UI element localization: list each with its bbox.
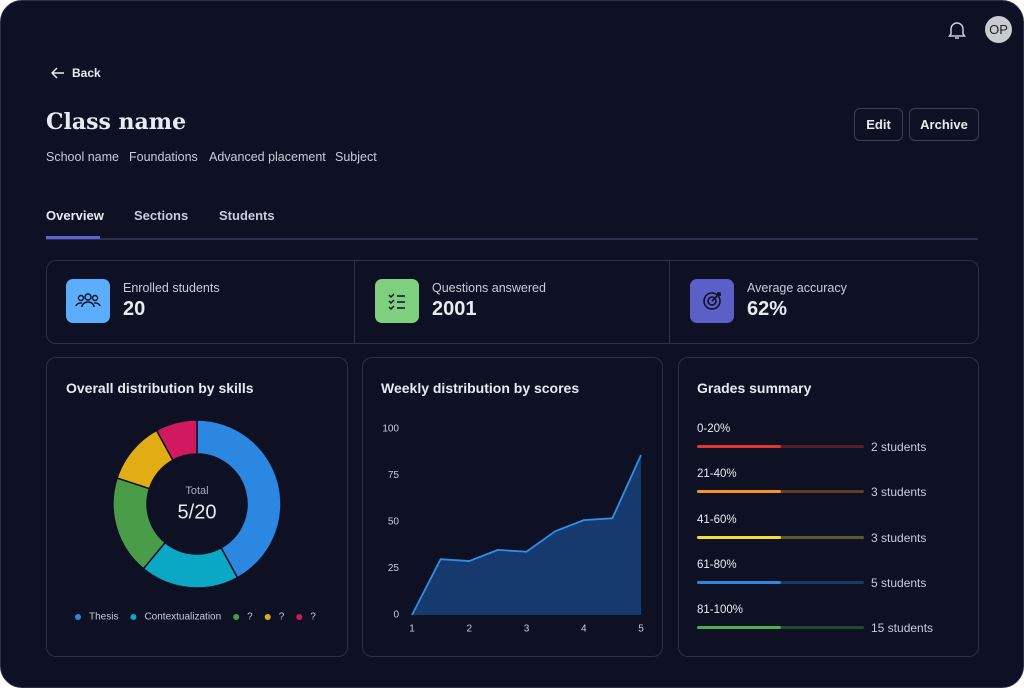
- skills-card: [46, 357, 348, 657]
- y-tick-label: 100: [382, 424, 399, 435]
- y-tick-label: 50: [388, 517, 400, 528]
- grade-bar: [697, 535, 781, 539]
- edit-button[interactable]: Edit: [854, 108, 903, 141]
- legend-dot: [130, 614, 137, 620]
- stat-value: 62%: [747, 298, 788, 320]
- legend-dot: [233, 614, 240, 620]
- card-title: Grades summary: [697, 380, 812, 396]
- stat-value: 20: [123, 298, 146, 320]
- grade-bar: [697, 490, 781, 494]
- x-tick-label: 1: [409, 624, 415, 635]
- bell-icon[interactable]: [946, 19, 968, 41]
- grade-range: 61-80%: [697, 558, 737, 571]
- tag: Foundations: [129, 150, 198, 164]
- back-link[interactable]: Back: [72, 66, 101, 80]
- card-title: Overall distribution by skills: [66, 380, 254, 396]
- grade-bar: [697, 626, 781, 630]
- divider: [354, 260, 355, 344]
- stats-card: [46, 260, 979, 344]
- legend-label: ?: [310, 612, 316, 623]
- tag: Advanced placement: [209, 150, 326, 164]
- grade-range: 81-100%: [697, 604, 744, 617]
- accuracy-icon: [690, 279, 734, 323]
- class-title: Class name: [46, 109, 187, 135]
- stat-label: Enrolled students: [123, 281, 220, 295]
- stat-label: Average accuracy: [747, 281, 847, 295]
- x-tick-label: 3: [524, 624, 530, 635]
- grade-students: 5 students: [871, 575, 927, 590]
- x-tick-label: 2: [466, 624, 472, 635]
- avatar[interactable]: OP: [985, 16, 1012, 43]
- grade-range: 21-40%: [697, 468, 737, 481]
- legend-label: Thesis: [89, 612, 118, 623]
- tab-active[interactable]: Overview: [46, 208, 104, 223]
- y-tick-label: 25: [388, 563, 400, 574]
- grade-students: 3 students: [871, 530, 927, 545]
- students-icon: [66, 279, 110, 323]
- tag: Subject: [335, 150, 377, 164]
- legend-label: Contextualization: [144, 612, 221, 623]
- grade-bar: [697, 580, 781, 584]
- area-line: [411, 454, 642, 616]
- back-arrow[interactable]: [51, 67, 65, 79]
- legend-dot: [264, 614, 271, 620]
- y-tick-label: 75: [388, 470, 400, 481]
- grades-card: [678, 357, 979, 657]
- donut-segment: [196, 419, 282, 579]
- tab-divider: [46, 238, 978, 240]
- grade-students: 2 students: [871, 440, 927, 454]
- legend-label: ?: [247, 612, 253, 623]
- grade-range: 0-20%: [697, 423, 731, 435]
- tag: School name: [46, 150, 119, 164]
- tab-indicator: [46, 236, 100, 239]
- tab[interactable]: Sections: [134, 208, 189, 223]
- grade-bar: [697, 445, 781, 448]
- archive-button[interactable]: Archive: [909, 108, 979, 141]
- area-fill: [412, 455, 641, 615]
- stat-value: 2001: [432, 298, 477, 320]
- grade-students: 15 students: [871, 621, 934, 636]
- grade-range: 41-60%: [697, 513, 737, 526]
- center-label: Total: [185, 485, 208, 497]
- divider: [669, 260, 670, 344]
- donut-segment: [155, 419, 198, 462]
- card-title: Weekly distribution by scores: [381, 380, 580, 396]
- legend-dot: [75, 614, 81, 620]
- center-value: 5/20: [178, 501, 217, 523]
- legend-dot: [296, 614, 303, 620]
- stat-label: Questions answered: [432, 281, 546, 295]
- grade-students: 3 students: [871, 485, 927, 500]
- legend-label: ?: [279, 612, 285, 623]
- y-tick-label: 0: [393, 610, 399, 621]
- x-tick-label: 5: [638, 624, 644, 635]
- questions-icon: [375, 279, 419, 323]
- x-tick-label: 4: [581, 624, 587, 635]
- scores-card: [362, 357, 663, 657]
- tab[interactable]: Students: [219, 208, 275, 223]
